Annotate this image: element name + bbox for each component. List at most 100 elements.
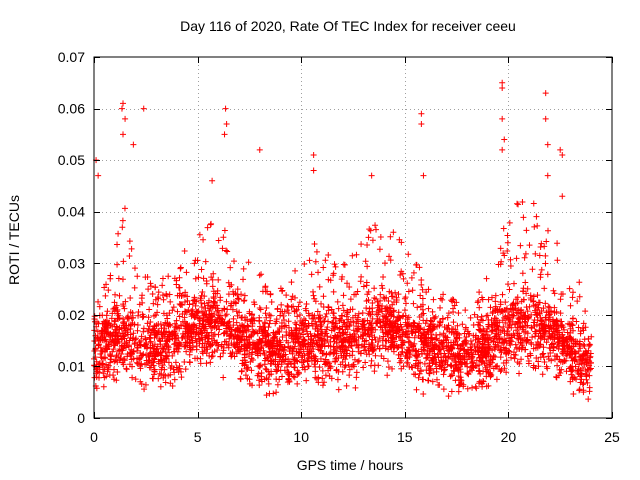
data-point bbox=[126, 253, 133, 260]
data-point bbox=[442, 334, 449, 341]
data-point bbox=[303, 301, 310, 308]
data-point bbox=[525, 358, 532, 365]
data-point bbox=[357, 333, 364, 340]
data-point bbox=[151, 368, 158, 375]
data-point bbox=[163, 343, 170, 350]
data-point bbox=[118, 350, 125, 357]
data-point bbox=[423, 331, 430, 338]
data-point bbox=[241, 361, 248, 368]
data-point bbox=[160, 322, 167, 329]
data-point bbox=[276, 328, 283, 335]
data-point bbox=[323, 310, 330, 317]
data-point bbox=[198, 292, 205, 299]
data-point bbox=[333, 339, 340, 346]
data-point bbox=[212, 339, 219, 346]
data-point bbox=[519, 288, 526, 295]
data-point bbox=[533, 213, 540, 220]
data-point bbox=[318, 300, 325, 307]
data-point bbox=[387, 233, 394, 240]
data-point bbox=[169, 335, 176, 342]
data-point bbox=[229, 306, 236, 313]
data-point bbox=[181, 359, 188, 366]
data-point bbox=[489, 310, 496, 317]
data-point bbox=[518, 346, 525, 353]
data-point bbox=[274, 342, 281, 349]
data-point bbox=[346, 322, 353, 329]
data-point bbox=[100, 370, 107, 377]
data-point bbox=[469, 384, 476, 391]
data-point bbox=[200, 236, 207, 243]
data-point bbox=[499, 146, 506, 153]
data-point bbox=[456, 334, 463, 341]
data-point bbox=[479, 340, 486, 347]
data-point bbox=[277, 353, 284, 360]
data-point bbox=[184, 293, 191, 300]
data-point bbox=[531, 223, 538, 230]
data-point bbox=[528, 311, 535, 318]
data-point bbox=[120, 131, 127, 138]
data-point bbox=[173, 317, 180, 324]
data-point bbox=[311, 240, 318, 247]
data-point bbox=[557, 318, 564, 325]
data-point bbox=[341, 319, 348, 326]
data-point bbox=[265, 368, 272, 375]
data-point bbox=[294, 335, 301, 342]
data-point bbox=[194, 355, 201, 362]
data-point bbox=[517, 339, 524, 346]
data-point bbox=[164, 353, 171, 360]
data-point bbox=[505, 347, 512, 354]
data-point bbox=[169, 307, 176, 314]
data-point bbox=[112, 333, 119, 340]
data-point bbox=[515, 306, 522, 313]
data-point bbox=[535, 304, 542, 311]
data-point bbox=[332, 263, 339, 270]
data-point bbox=[369, 336, 376, 343]
data-point bbox=[506, 219, 513, 226]
data-point bbox=[181, 298, 188, 305]
data-point bbox=[576, 279, 583, 286]
data-point bbox=[209, 276, 216, 283]
data-point bbox=[392, 326, 399, 333]
data-point bbox=[448, 297, 455, 304]
data-point bbox=[296, 299, 303, 306]
data-point bbox=[181, 314, 188, 321]
data-point bbox=[494, 309, 501, 316]
data-point bbox=[483, 312, 490, 319]
data-point bbox=[510, 280, 517, 287]
data-point bbox=[291, 294, 298, 301]
data-point bbox=[462, 348, 469, 355]
data-point bbox=[176, 365, 183, 372]
data-point bbox=[110, 346, 117, 353]
data-point bbox=[524, 285, 531, 292]
data-point bbox=[270, 350, 277, 357]
data-point bbox=[204, 224, 211, 231]
data-point bbox=[549, 340, 556, 347]
data-point bbox=[510, 312, 517, 319]
data-point bbox=[449, 355, 456, 362]
data-point bbox=[569, 357, 576, 364]
data-point bbox=[203, 360, 210, 367]
data-point bbox=[310, 151, 317, 158]
data-point bbox=[294, 358, 301, 365]
data-point bbox=[144, 320, 151, 327]
data-point bbox=[113, 377, 120, 384]
y-axis-label: ROTI / TECUs bbox=[6, 195, 22, 285]
data-point bbox=[479, 343, 486, 350]
data-point bbox=[315, 269, 322, 276]
data-point bbox=[201, 344, 208, 351]
data-point bbox=[237, 376, 244, 383]
data-point bbox=[439, 316, 446, 323]
data-point bbox=[286, 377, 293, 384]
data-point bbox=[288, 296, 295, 303]
data-point bbox=[209, 283, 216, 290]
data-point bbox=[506, 286, 513, 293]
data-point bbox=[273, 366, 280, 373]
data-point bbox=[429, 308, 436, 315]
data-point bbox=[503, 369, 510, 376]
data-point bbox=[294, 380, 301, 387]
data-point bbox=[345, 316, 352, 323]
data-point bbox=[506, 338, 513, 345]
data-point bbox=[182, 308, 189, 315]
data-point bbox=[485, 296, 492, 303]
data-point bbox=[492, 303, 499, 310]
